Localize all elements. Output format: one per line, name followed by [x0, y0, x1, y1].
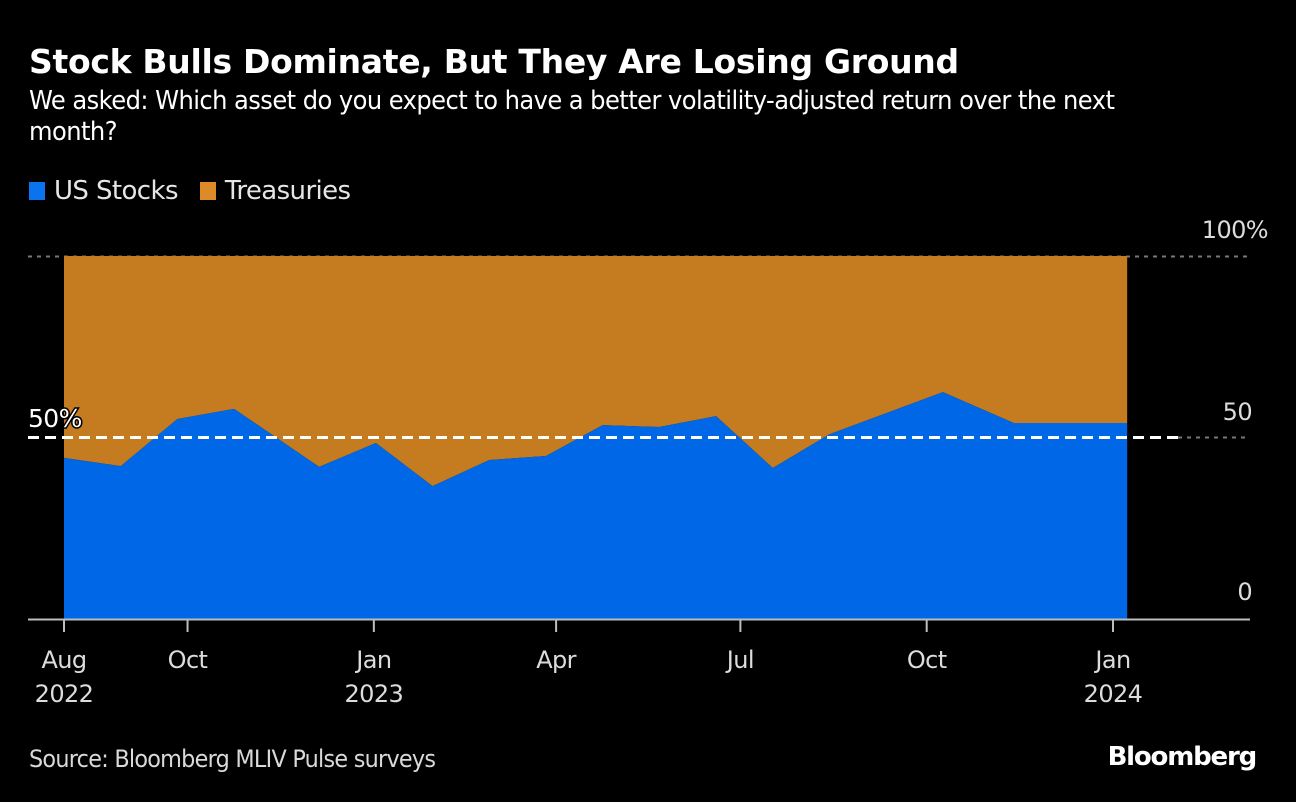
legend-label-us-stocks: US Stocks	[54, 176, 179, 206]
x-tick-label: Jan	[1093, 646, 1130, 674]
legend-label-treasuries: Treasuries	[224, 176, 351, 206]
x-tick-year-label: 2024	[1084, 680, 1143, 708]
source-note: Source: Bloomberg MLIV Pulse surveys	[29, 745, 436, 773]
areas-group	[64, 256, 1128, 619]
chart-subtitle: We asked: Which asset do you expect to h…	[29, 86, 1115, 147]
reference-line-label: 50%	[28, 404, 82, 433]
x-tick-label: Jan	[354, 646, 391, 674]
bloomberg-logo: Bloomberg	[1107, 742, 1258, 772]
chart-title: Stock Bulls Dominate, But They Are Losin…	[29, 42, 959, 81]
area-treasuries	[64, 256, 1128, 487]
x-ticks-group: Aug 2022 Oct Jan 2023 Apr Jul Oct Jan 2024	[35, 620, 1143, 708]
x-tick-label: Oct	[907, 646, 947, 674]
y-tick-label-100: 100%	[1202, 216, 1268, 244]
legend: US Stocks Treasuries	[29, 176, 373, 206]
legend-swatch-us-stocks	[29, 182, 45, 200]
y-tick-label-50: 50	[1223, 398, 1252, 426]
x-tick-label: Aug	[41, 646, 86, 674]
x-tick-label: Jul	[725, 646, 754, 674]
y-tick-label-0: 0	[1237, 578, 1252, 606]
legend-item-treasuries: Treasuries	[199, 176, 351, 206]
legend-swatch-treasuries	[199, 182, 216, 200]
legend-item-us-stocks: US Stocks	[29, 176, 179, 206]
x-tick-year-label: 2023	[344, 680, 403, 708]
area-us-stocks	[64, 392, 1128, 619]
x-tick-year-label: 2022	[35, 680, 94, 708]
x-tick-label: Apr	[536, 646, 576, 674]
x-tick-label: Oct	[168, 646, 208, 674]
